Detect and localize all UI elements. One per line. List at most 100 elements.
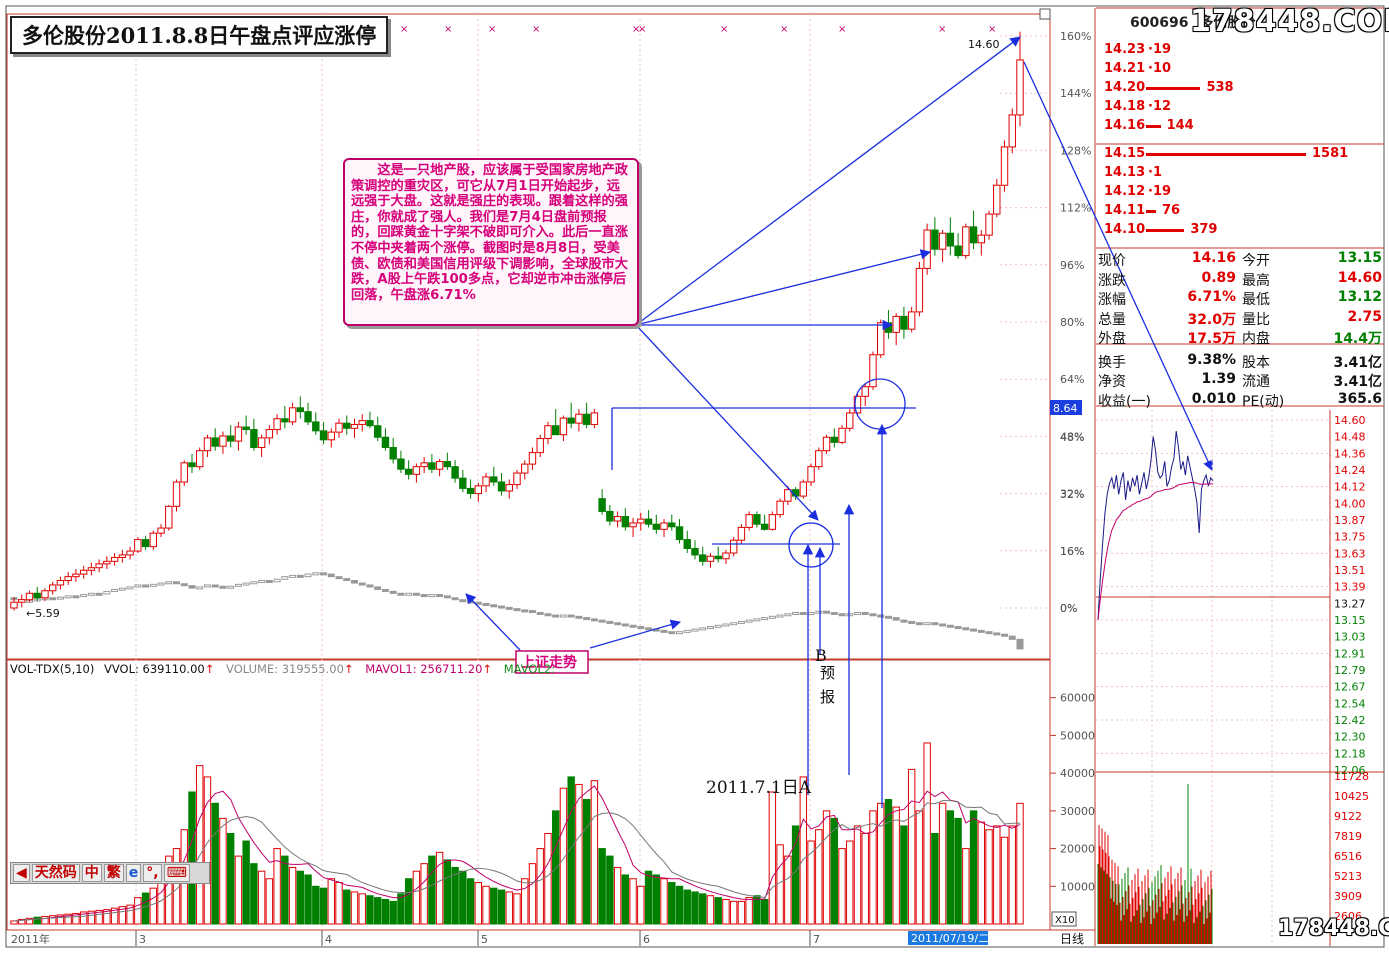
candle-body xyxy=(528,452,537,465)
candle-body xyxy=(892,315,900,333)
index-bar xyxy=(884,615,892,619)
candle-body xyxy=(358,420,366,425)
candle-body xyxy=(350,423,359,429)
quote-label: 总量 xyxy=(1098,311,1126,328)
volume-axis: 60000 50000 40000 30000 20000 10000 xyxy=(1050,692,1095,893)
volume-bar xyxy=(219,817,227,925)
index-bar xyxy=(335,576,343,580)
volume-bar xyxy=(784,855,792,925)
quote-label: 收益(一) xyxy=(1098,393,1151,410)
index-bar xyxy=(737,620,745,624)
keyboard-icon[interactable]: ⌨ xyxy=(163,864,190,882)
bid-row: 14.11 76 xyxy=(1104,202,1180,220)
intraday-price-tick: 12.18 xyxy=(1334,747,1366,760)
order-qty: ·19 xyxy=(1148,42,1172,57)
order-vol: 538 xyxy=(1206,80,1234,95)
quote-label: 净资 xyxy=(1098,374,1126,390)
volume-bar xyxy=(954,817,962,925)
index-bar xyxy=(846,613,854,617)
candle-body xyxy=(590,412,599,425)
intraday-price-tick: 14.48 xyxy=(1334,431,1366,444)
candle-body xyxy=(853,395,862,414)
volume-bar xyxy=(830,817,838,925)
volume-bar xyxy=(675,885,684,925)
period-label[interactable]: 日线 xyxy=(1060,932,1084,946)
index-bar xyxy=(420,594,428,598)
candle-body xyxy=(265,429,274,439)
volume-bar xyxy=(621,874,630,925)
index-bar xyxy=(1016,638,1024,650)
quote-value-2: 3.41亿 xyxy=(1333,374,1382,390)
candle-body xyxy=(428,462,436,470)
pct-tick-label: 64% xyxy=(1060,373,1084,386)
candle-body xyxy=(699,554,707,562)
order-qty: ·19 xyxy=(1148,184,1172,199)
index-bar xyxy=(970,628,978,632)
candle-body xyxy=(877,322,885,356)
candle-body xyxy=(56,580,65,586)
order-bar xyxy=(1146,125,1161,128)
index-bar xyxy=(606,620,614,624)
punct-icon[interactable]: °, xyxy=(143,864,162,882)
volume-bar xyxy=(644,870,653,925)
quote-row: 现价 14.16 今开 13.15 xyxy=(1098,250,1384,269)
index-bar xyxy=(196,586,204,590)
volume-bar xyxy=(969,810,978,925)
index-bar xyxy=(614,622,622,626)
candle-body xyxy=(79,569,88,575)
quote-value: 17.5万 xyxy=(1187,331,1236,347)
candle-body xyxy=(157,527,165,534)
index-bar xyxy=(358,582,366,586)
index-bar xyxy=(281,576,289,580)
intraday-price-tick: 12.30 xyxy=(1334,731,1366,744)
index-bar xyxy=(931,622,939,626)
arrow-to-gap xyxy=(635,249,932,326)
date-cursor-bg xyxy=(908,931,988,945)
index-bar xyxy=(637,626,645,630)
candle-body xyxy=(1000,146,1009,186)
scale-tag[interactable]: X10 xyxy=(1055,915,1075,926)
quote-value-2: 2.75 xyxy=(1347,308,1382,325)
quote-label-2: 最低 xyxy=(1242,292,1270,308)
volume-bar xyxy=(892,806,900,925)
ime-name[interactable]: 天然码 xyxy=(31,864,80,882)
stock-ticker: 600696 多伦股份 xyxy=(1130,12,1255,32)
order-bar xyxy=(1146,87,1201,90)
index-bar xyxy=(776,614,784,618)
date-label: 7 xyxy=(813,933,820,946)
order-price: 14.15 xyxy=(1104,146,1146,161)
vol-tick-label: 10000 xyxy=(1060,880,1095,893)
volume-bar xyxy=(722,898,730,925)
ime-cn[interactable]: 中 xyxy=(81,864,102,882)
volume-bar xyxy=(907,768,916,925)
intraday-vol-tick: 9122 xyxy=(1334,810,1362,823)
candle-body xyxy=(931,229,939,250)
volume-bar xyxy=(420,863,428,925)
restore-icon[interactable] xyxy=(1039,8,1051,20)
ime-trad[interactable]: 繁 xyxy=(103,864,124,882)
watermark-top: 178448.COM xyxy=(1190,4,1389,39)
volume-bar xyxy=(250,863,258,925)
scale-box[interactable] xyxy=(1051,911,1077,927)
volume-bar xyxy=(288,866,297,925)
volume-bar xyxy=(923,742,931,925)
candle-body xyxy=(219,435,227,447)
candle-body xyxy=(242,426,250,431)
volume-bar xyxy=(358,893,366,925)
ie-icon[interactable]: e xyxy=(125,864,142,882)
volume-bar xyxy=(567,776,575,925)
intraday-price-tick: 13.87 xyxy=(1334,514,1366,527)
volume-bar xyxy=(683,889,691,925)
volume-bar xyxy=(48,915,57,925)
index-bar xyxy=(451,597,459,601)
volume-bar xyxy=(226,832,235,925)
index-bar xyxy=(72,595,80,599)
candle-body xyxy=(846,412,854,429)
index-bar xyxy=(459,599,467,603)
index-bar xyxy=(234,583,242,587)
event-marker: × xyxy=(988,24,996,35)
quote-label-2: 最高 xyxy=(1242,272,1270,289)
candle-body xyxy=(729,539,738,554)
outer-frame xyxy=(5,5,1385,948)
ime-icon[interactable]: ◀ xyxy=(13,864,30,882)
